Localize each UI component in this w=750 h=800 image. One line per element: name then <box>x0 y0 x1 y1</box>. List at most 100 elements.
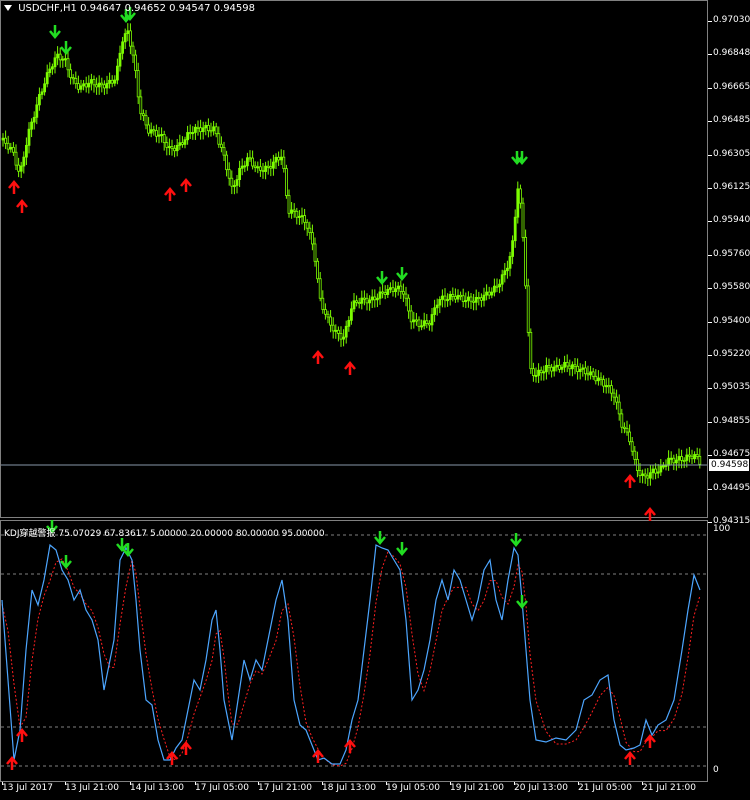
time-axis-tick <box>65 782 66 785</box>
candle-body <box>206 125 210 132</box>
candle-body <box>430 314 434 326</box>
buy-arrow-icon-shape <box>624 474 636 488</box>
indicator-buy-arrow-icon <box>180 741 192 755</box>
price-axis-label: 0.95940 <box>713 215 750 226</box>
candle-body <box>90 79 93 84</box>
candle-body <box>459 294 463 297</box>
price-axis-label: 0.94855 <box>713 415 750 426</box>
candle-body <box>552 366 556 372</box>
price-chart-pane[interactable] <box>0 0 708 518</box>
candle-body <box>66 58 70 71</box>
candle-body <box>287 195 291 214</box>
candle-body <box>617 401 621 415</box>
candle-body <box>615 396 618 403</box>
chart-menu-triangle-icon[interactable] <box>4 5 12 11</box>
candle-body <box>630 441 634 452</box>
time-axis-label: 13 Jul 2017 <box>2 783 53 793</box>
buy-arrow-icon-shape <box>8 180 20 194</box>
indicator-sell-arrow-icon-shape <box>516 595 528 609</box>
candle-body <box>147 124 151 134</box>
candle-body <box>433 307 437 315</box>
candle-body <box>141 113 145 117</box>
price-axis-tick <box>708 288 712 290</box>
sell-arrow-icon-shape <box>516 151 528 165</box>
candle-body <box>643 473 647 477</box>
price-scale[interactable]: 0.97030 0.96848 0.96665 0.96485 0.96305 0.961… <box>708 0 750 526</box>
candle-body <box>303 215 307 223</box>
candle-body <box>680 456 683 461</box>
candle-body <box>56 53 59 59</box>
candle-body <box>612 392 616 398</box>
candle-body <box>511 240 515 257</box>
candle-body <box>420 325 424 328</box>
indicator-pane[interactable] <box>0 520 708 782</box>
candle-body <box>526 285 530 333</box>
candle-body <box>209 130 213 133</box>
candle-body <box>149 129 153 134</box>
candle-body <box>524 237 527 287</box>
price-axis-tick <box>708 254 712 256</box>
buy-arrow-icon <box>16 199 28 213</box>
candle-body <box>399 285 403 292</box>
candle-body <box>391 287 395 293</box>
candle-body <box>297 215 301 218</box>
candle-body <box>1 137 5 141</box>
candle-body <box>659 465 663 473</box>
candle-body <box>620 413 624 428</box>
candle-body <box>513 216 517 242</box>
candle-body <box>6 142 10 150</box>
candle-body <box>24 144 28 158</box>
candle-body <box>440 295 444 300</box>
candle-body <box>505 267 509 272</box>
candle-body <box>602 379 605 387</box>
candle-body <box>477 296 481 299</box>
candle-body <box>217 133 221 145</box>
sell-arrow-icon <box>124 7 136 21</box>
sell-arrow-icon <box>511 151 523 165</box>
candle-body <box>58 53 62 61</box>
indicator-sell-arrow-icon <box>374 531 386 545</box>
indicator-scale[interactable]: 100 0 <box>708 520 750 782</box>
price-axis-label: 0.94315 <box>713 516 750 526</box>
indicator-buy-arrow-icon-shape <box>6 756 18 770</box>
candle-body <box>134 54 138 71</box>
indicator-buy-arrow-icon <box>624 751 636 765</box>
candle-body <box>638 470 642 476</box>
candle-body <box>516 188 520 218</box>
buy-arrow-icon <box>644 507 656 521</box>
candle-body <box>326 313 330 318</box>
candle-body <box>682 459 686 462</box>
candle-body <box>560 366 564 370</box>
candle-body <box>576 365 579 372</box>
candle-body <box>222 147 226 156</box>
candle-body <box>545 365 548 373</box>
candle-body <box>565 362 569 367</box>
time-axis-label: 17 Jul 05:00 <box>195 783 249 793</box>
sell-arrow-icon-shape <box>511 151 523 165</box>
candle-body <box>474 296 478 303</box>
sell-arrow-icon-shape <box>396 267 408 281</box>
indicator-sell-arrow-icon <box>60 555 72 569</box>
candle-body <box>183 139 187 145</box>
candle-body <box>357 302 361 305</box>
indicator-sell-arrow-icon-shape <box>510 533 522 547</box>
indicator-buy-arrow-icon <box>16 728 28 742</box>
candle-body <box>490 291 494 296</box>
candle-body <box>375 297 379 301</box>
candle-body <box>542 371 546 374</box>
indicator-buy-arrow-icon <box>166 751 178 765</box>
candle-body <box>492 285 496 293</box>
candle-body <box>11 146 15 153</box>
candle-body <box>30 121 34 130</box>
candle-body <box>173 147 177 152</box>
buy-arrow-icon-shape <box>180 178 192 192</box>
candle-body <box>144 115 148 126</box>
candle-body <box>641 473 644 476</box>
candle-body <box>443 295 447 301</box>
candle-body <box>386 288 390 295</box>
candle-body <box>253 165 257 168</box>
time-axis-label: 21 Jul 05:00 <box>578 783 632 793</box>
indicator-scale-top: 100 <box>713 524 731 534</box>
candle-body <box>323 309 327 315</box>
